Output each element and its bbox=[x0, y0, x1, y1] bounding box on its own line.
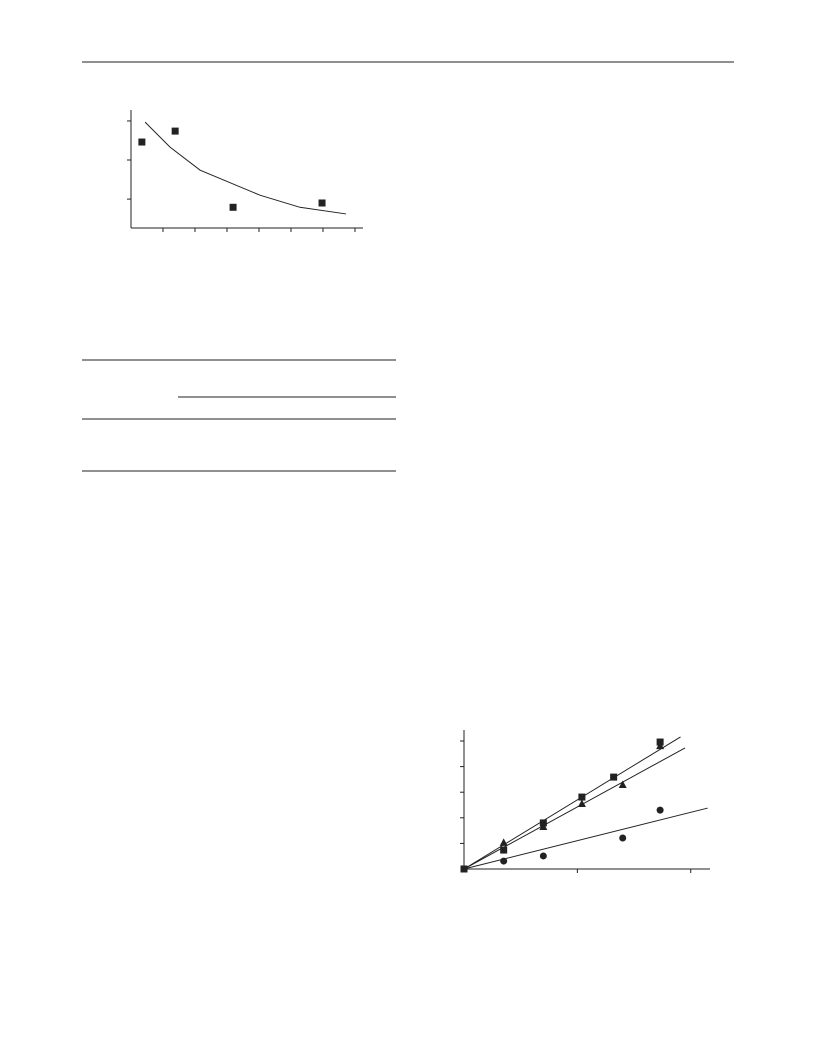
table-rules bbox=[82, 359, 396, 472]
square-marker bbox=[171, 127, 179, 135]
chart bbox=[460, 730, 710, 873]
square-marker bbox=[229, 203, 237, 211]
square-marker bbox=[610, 773, 618, 781]
square-marker bbox=[138, 138, 146, 146]
square-marker bbox=[318, 199, 326, 207]
fit-line bbox=[463, 747, 686, 870]
fit-line bbox=[144, 121, 347, 215]
fit-line bbox=[463, 736, 681, 870]
triangle-marker bbox=[656, 741, 665, 750]
chart bbox=[127, 110, 363, 232]
square-marker bbox=[500, 846, 508, 854]
circle-marker bbox=[656, 806, 664, 814]
circle-marker bbox=[539, 852, 547, 860]
triangle-marker bbox=[618, 780, 627, 789]
circle-marker bbox=[619, 834, 627, 842]
fit-line bbox=[463, 807, 708, 870]
triangle-marker bbox=[539, 822, 548, 831]
